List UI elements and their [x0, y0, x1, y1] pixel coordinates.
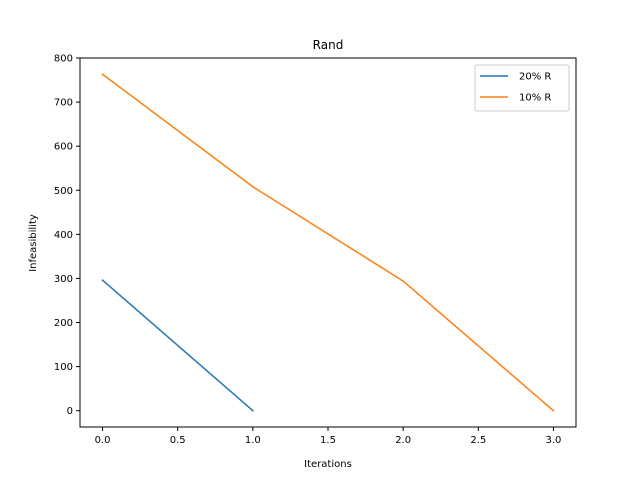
series-line: [101, 73, 555, 412]
y-tick-label: 700: [54, 98, 73, 109]
y-tick-label: 0: [67, 406, 73, 417]
y-tick-label: 500: [54, 186, 73, 197]
x-tick-label: 2.0: [395, 435, 411, 446]
y-tick-label: 800: [54, 54, 73, 65]
x-tick-label: 0.0: [95, 435, 111, 446]
series-line: [101, 279, 254, 412]
data-point: [252, 409, 254, 412]
x-tick-label: 1.5: [320, 435, 336, 446]
legend: 20% R 10% R: [474, 64, 570, 112]
data-point: [552, 409, 555, 412]
x-axis-label: Iterations: [304, 459, 352, 470]
y-tick-label: 600: [54, 142, 73, 153]
legend-label: 20% R: [519, 72, 551, 83]
x-tick-label: 2.5: [470, 435, 486, 446]
data-point: [101, 73, 104, 76]
data-point: [101, 279, 104, 281]
legend-label: 10% R: [519, 93, 551, 104]
y-tick-label: 300: [54, 274, 73, 285]
y-tick-label: 200: [54, 318, 73, 329]
data-point: [402, 280, 404, 282]
x-tick-label: 0.5: [170, 435, 186, 446]
x-tick-label: 1.0: [245, 435, 261, 446]
series-layer: [101, 73, 555, 412]
y-tick-label: 100: [54, 362, 73, 373]
x-axis-ticks: 0.0 0.5 1.0 1.5 2.0 2.5 3.0: [95, 427, 562, 446]
y-axis-label: Infeasibility: [28, 214, 39, 272]
x-tick-label: 3.0: [546, 435, 562, 446]
chart-title: Rand: [313, 38, 344, 52]
y-tick-label: 400: [54, 230, 73, 241]
y-axis-ticks: 0 100 200 300 400 500 600 700 800: [54, 54, 80, 417]
data-point: [252, 185, 254, 188]
